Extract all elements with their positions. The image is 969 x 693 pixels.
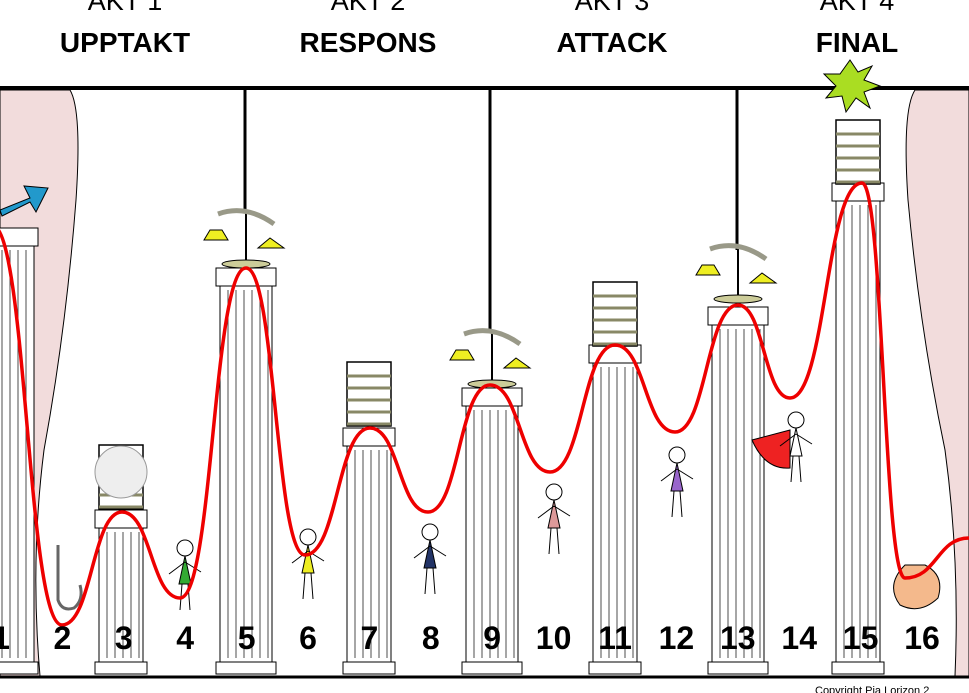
pillar-capital <box>215 267 277 287</box>
pillar-base <box>461 661 523 675</box>
scale-base <box>713 294 763 304</box>
step-number: 5 <box>238 620 256 656</box>
figure-head <box>787 411 805 429</box>
step-number: 8 <box>422 620 440 656</box>
tension-curve <box>0 181 969 627</box>
chair <box>346 361 392 427</box>
copyright: Copyright Pia Lorizon 2 <box>815 685 929 693</box>
step-number: 7 <box>361 620 379 656</box>
scale-pan <box>256 237 286 249</box>
figure-limbs <box>779 433 813 483</box>
act-label: AKT 3 <box>575 0 650 16</box>
step-number: 6 <box>299 620 317 656</box>
figure-body <box>789 427 803 457</box>
figure-head <box>299 528 317 546</box>
labels: AKT 1 UPPTAKT AKT 2 RESPONS AKT 3 ATTACK AKT 4… <box>0 0 940 656</box>
act-title: UPPTAKT <box>60 27 190 58</box>
figure-head <box>176 539 194 557</box>
cape <box>751 429 791 469</box>
pillar-capital <box>707 306 769 326</box>
pillar-base <box>215 661 277 675</box>
pillar-shaft <box>465 405 519 663</box>
pillar-base <box>707 661 769 675</box>
figure-body <box>178 555 192 585</box>
step-number: 11 <box>598 620 632 656</box>
act-title: FINAL <box>816 27 898 58</box>
pillar-shaft <box>592 362 638 663</box>
figure-limbs <box>413 545 447 595</box>
step-number: 12 <box>659 620 695 656</box>
step-number: 10 <box>536 620 572 656</box>
figure-limbs <box>660 468 694 518</box>
pillar-shaft <box>711 324 765 663</box>
step-number: 16 <box>904 620 940 656</box>
step-number: 3 <box>115 620 133 656</box>
step-number: 13 <box>720 620 756 656</box>
hook <box>56 545 83 611</box>
step-number: 14 <box>781 620 817 656</box>
scale-pan <box>449 349 475 361</box>
step-number: 2 <box>54 620 72 656</box>
pillar-base <box>588 661 642 675</box>
figure-head <box>421 523 439 541</box>
act-title: ATTACK <box>557 27 668 58</box>
step-number: 4 <box>176 620 194 656</box>
pillar-base <box>0 661 39 675</box>
curtain-right <box>905 89 969 677</box>
step-number: 1 <box>0 620 10 656</box>
figure-body <box>670 462 684 492</box>
figure-limbs <box>291 550 325 600</box>
act-label: AKT 4 <box>820 0 895 16</box>
bag <box>893 564 941 610</box>
pillars <box>0 182 885 675</box>
chair <box>592 281 638 347</box>
pillar-shaft <box>835 200 881 663</box>
pillar-base <box>342 661 396 675</box>
scale-pan <box>203 229 229 241</box>
act-label: AKT 2 <box>331 0 406 16</box>
figure-head <box>545 483 563 501</box>
scale-beam <box>217 208 276 227</box>
scale-pan <box>695 264 721 276</box>
cloud <box>94 445 148 499</box>
step-number: 9 <box>483 620 501 656</box>
step-number: 15 <box>843 620 879 656</box>
arrow <box>0 185 49 217</box>
chair <box>835 119 881 185</box>
scale-pan <box>748 272 778 284</box>
figure-body <box>423 539 437 569</box>
act-title: RESPONS <box>300 27 437 58</box>
figure-head <box>668 446 686 464</box>
scale-pan <box>502 357 532 369</box>
pillar-base <box>831 661 885 675</box>
pillar-capital <box>0 227 39 247</box>
figure-body <box>547 499 561 529</box>
figure-limbs <box>537 505 571 555</box>
fireworks <box>822 59 882 114</box>
act-label: AKT 1 <box>88 0 163 16</box>
scale-beam <box>463 328 522 347</box>
figure-body <box>301 544 315 574</box>
pillar-base <box>94 661 148 675</box>
scale-beam <box>709 243 768 262</box>
